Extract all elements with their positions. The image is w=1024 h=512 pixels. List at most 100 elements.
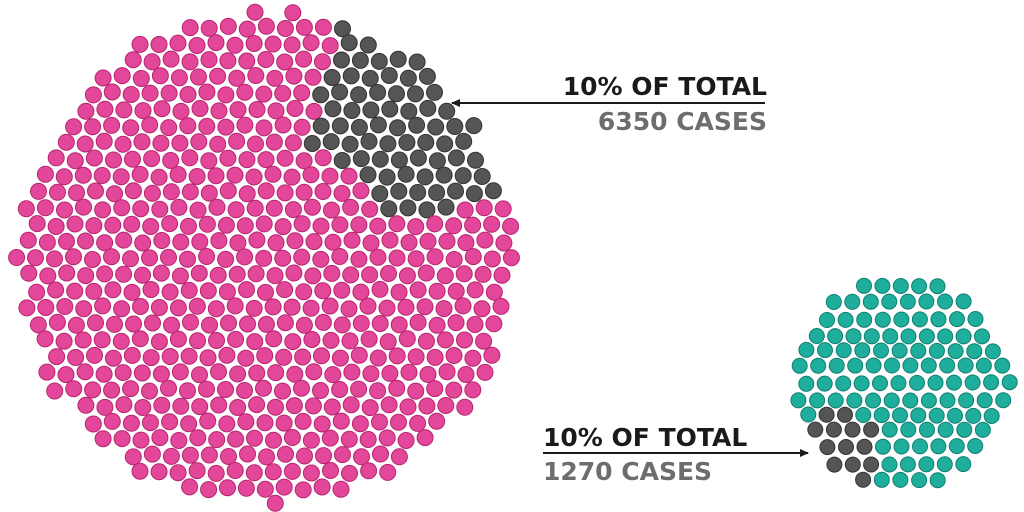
dot [891,342,908,359]
annotation-title: 10% OF TOTAL [563,72,767,101]
dot [200,19,218,37]
dot [255,215,273,233]
dot [283,36,301,54]
highlight-dot [381,100,399,118]
highlight-dot [419,99,437,117]
highlight-dot [856,438,873,455]
dot [113,300,131,318]
dot [49,183,66,201]
dot [180,217,197,235]
dot [85,217,103,235]
dot [312,382,329,399]
dot [277,445,294,463]
annotation-subtitle: 6350 CASES [598,107,767,136]
dot [266,494,284,512]
dot [160,248,177,266]
dot [284,4,302,22]
highlight-dot [361,69,379,87]
dot [409,281,427,299]
dot [835,375,852,392]
dot [286,100,304,117]
dot [66,215,84,233]
dot [141,84,159,102]
highlight-dot [390,151,408,169]
dot [964,374,981,391]
dot [466,316,484,333]
dot [266,267,284,285]
dot [286,232,304,250]
dot [438,363,456,381]
dot [1001,374,1018,391]
dot [267,102,285,120]
dot [238,20,256,38]
dot [104,281,122,299]
dot [236,248,254,266]
dot [910,407,927,424]
highlight-dot [352,150,370,168]
dot [324,366,342,384]
dot [226,462,244,479]
dot [485,315,503,333]
dot [956,421,973,438]
dot [122,250,139,268]
dot [257,51,275,68]
dot [302,431,320,449]
dot [276,281,294,299]
dot [181,149,199,167]
dot [210,232,228,250]
dot [332,412,350,430]
dot [75,198,92,216]
dot [103,248,120,266]
dot [350,346,368,364]
dot [955,328,972,345]
dot [103,412,121,430]
dot [162,447,180,465]
dot [340,300,358,318]
dot [881,293,898,310]
dot [29,316,47,334]
highlight-dot [312,86,330,104]
dot [150,168,168,186]
dot [893,438,910,455]
dot [150,463,168,481]
dot [115,396,133,414]
dot [314,282,332,300]
dot [200,152,218,170]
highlight-dot [428,152,446,170]
dot [67,316,85,334]
dot [248,231,266,249]
dot [227,330,245,348]
dot [105,151,122,169]
dot [38,363,56,381]
dot [426,380,444,398]
dot [122,380,140,398]
dot [284,201,302,219]
dot [93,167,111,184]
dot [409,414,427,432]
highlight-dot [371,150,389,168]
dot [865,357,882,374]
highlight-dot [428,184,446,202]
dot [351,415,369,433]
dot [226,36,244,54]
dot [976,392,993,409]
dot [95,365,113,383]
dot [210,102,228,120]
dot [264,35,282,53]
dot [900,328,917,345]
dot [340,167,358,185]
dot [162,183,180,201]
dot [266,69,284,87]
dot [87,182,104,200]
highlight-dot [427,118,445,136]
dot [161,348,179,365]
dot [123,283,141,301]
dot [314,149,332,167]
dot [294,481,312,499]
dot [122,119,140,137]
dot [863,328,880,345]
dot [55,332,73,350]
dot [883,392,900,409]
dot [18,299,36,317]
dot [84,86,102,104]
